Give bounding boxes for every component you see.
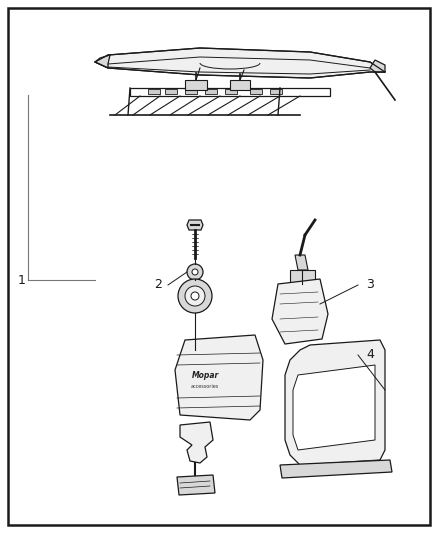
Bar: [130, 88, 330, 96]
Polygon shape: [175, 335, 263, 420]
Circle shape: [187, 264, 203, 280]
Text: 3: 3: [366, 279, 374, 292]
Bar: [290, 270, 315, 284]
Circle shape: [192, 269, 198, 275]
Bar: [205, 89, 217, 94]
Text: 4: 4: [366, 349, 374, 361]
Bar: [250, 89, 262, 94]
Polygon shape: [285, 340, 385, 465]
Bar: [148, 89, 160, 94]
Text: 2: 2: [154, 279, 162, 292]
Bar: [185, 89, 197, 94]
Polygon shape: [293, 365, 375, 450]
Circle shape: [185, 286, 205, 306]
Polygon shape: [187, 220, 203, 230]
Circle shape: [178, 279, 212, 313]
Polygon shape: [95, 48, 385, 78]
Polygon shape: [95, 55, 110, 68]
Text: 1: 1: [18, 273, 26, 287]
Bar: [230, 80, 250, 90]
Polygon shape: [295, 255, 308, 270]
Polygon shape: [370, 60, 385, 72]
Polygon shape: [180, 422, 213, 463]
Polygon shape: [177, 475, 215, 495]
Bar: [165, 89, 177, 94]
Polygon shape: [272, 279, 328, 344]
Bar: [185, 80, 207, 90]
Circle shape: [191, 292, 199, 300]
Polygon shape: [280, 460, 392, 478]
Bar: [225, 89, 237, 94]
Text: accessories: accessories: [191, 384, 219, 390]
Text: Mopar: Mopar: [191, 370, 219, 379]
Bar: [270, 89, 282, 94]
